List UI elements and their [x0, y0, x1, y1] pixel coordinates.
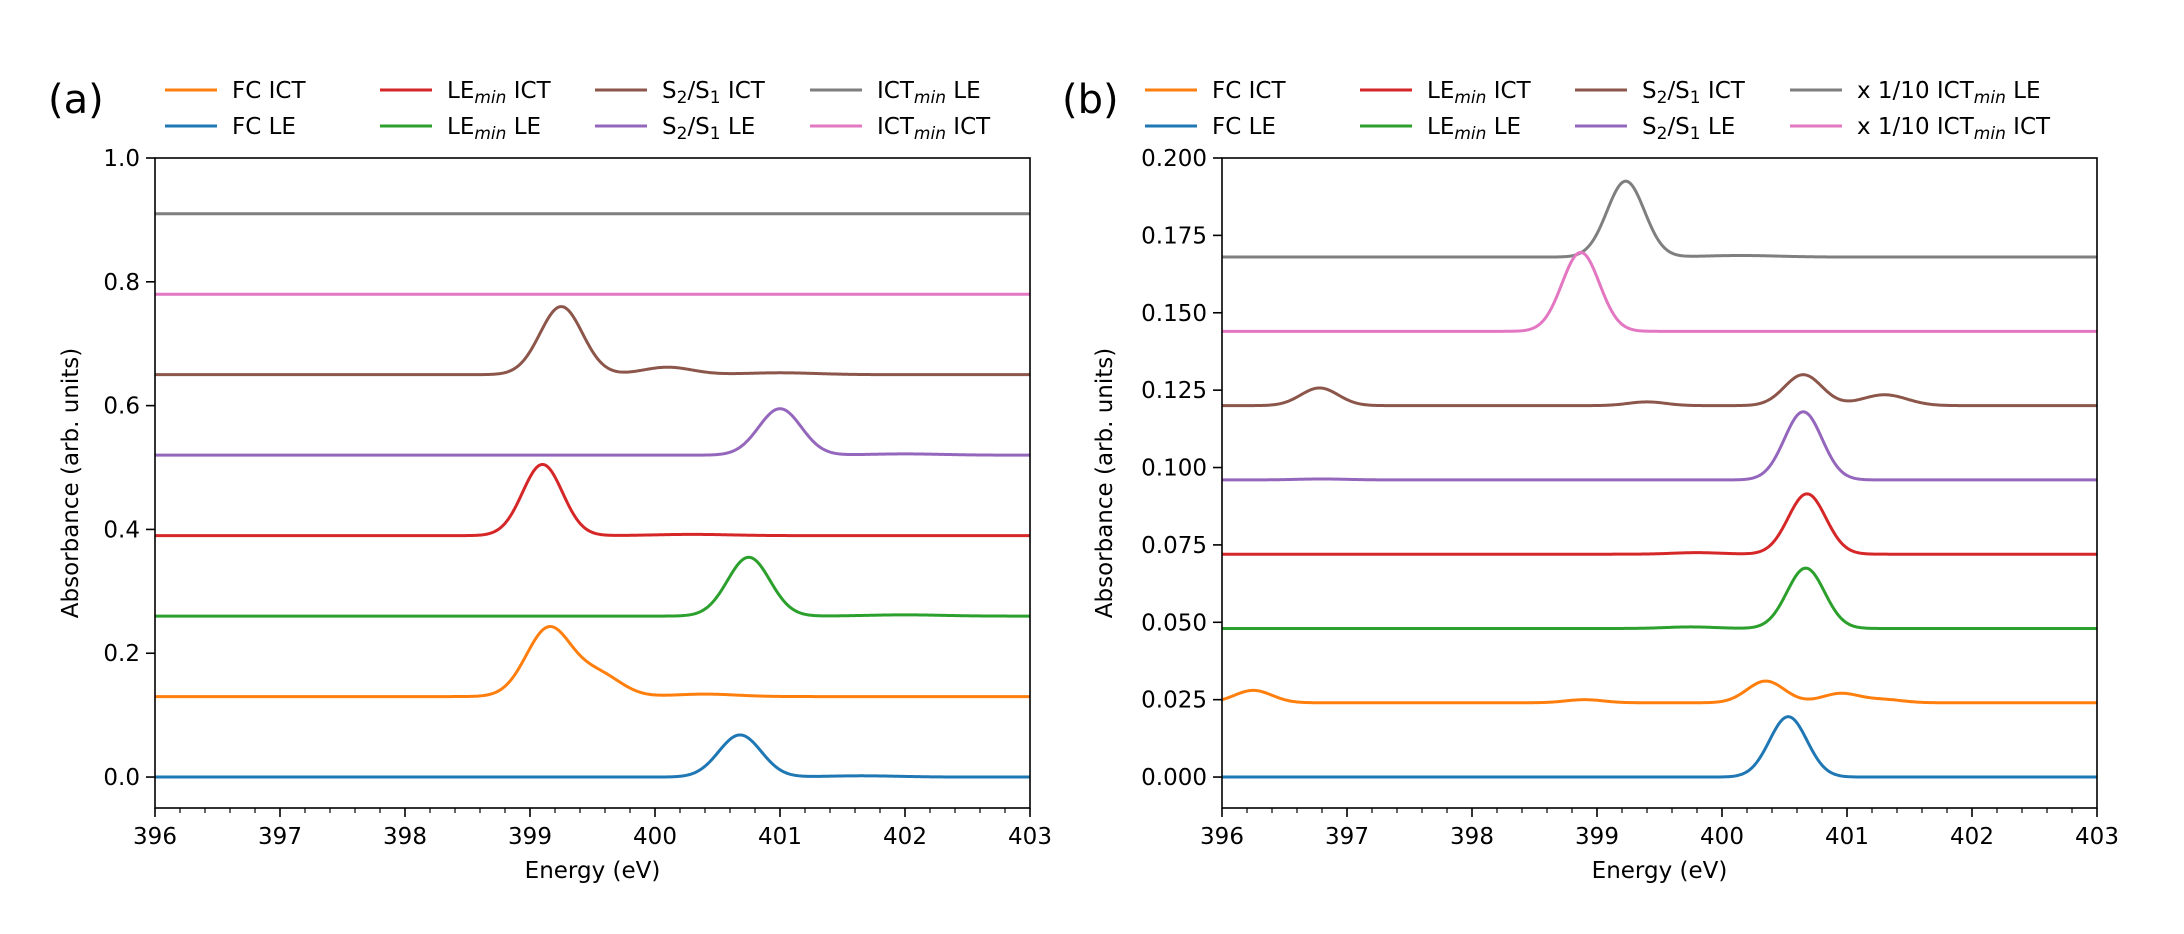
panel-b-legend-label-fc-le: FC LE [1212, 114, 1276, 140]
panel-b-legend-label-s2-s1-ict: S2/S1 ICT [1642, 78, 1746, 108]
panel-a-series-s2-s1-ict [155, 305, 1030, 377]
panel-b-series-s2-s1-ict [1222, 373, 2097, 408]
panel-a-series-fc-le [155, 733, 1030, 779]
panel-b-series-x-1-10-ictmin-le [1222, 179, 2097, 259]
panel-b-series-lemin-ict [1222, 492, 2097, 556]
panel-b-xlabel: Energy (eV) [1592, 858, 1728, 884]
panel-a: 396 397 398 399 400 401 402 403 0.0 0.2 0.4 0.6 0.8 1… [48, 77, 1052, 884]
panel-a-legend-label-lemin-le: LEmin LE [447, 114, 541, 144]
panel-a-xtick-label: 403 [1008, 824, 1052, 850]
panel-a-label: (a) [48, 77, 104, 123]
panel-b-ytick-label: 0.050 [1141, 610, 1207, 636]
panel-b-xtick-label: 400 [1700, 824, 1744, 850]
panel-b-series-s2-s1-le [1222, 410, 2097, 482]
panel-a-ytick-label: 0.8 [103, 270, 140, 296]
panel-b-xtick-label: 402 [1950, 824, 1994, 850]
panel-a-legend-label-fc-ict: FC ICT [232, 78, 306, 104]
panel-b-series-fc-ict [1222, 679, 2097, 705]
panel-b-series-lemin-le [1222, 566, 2097, 630]
panel-b-xtick-label: 401 [1825, 824, 1869, 850]
panel-a-ytick-label: 0.0 [103, 765, 140, 791]
panel-b-ytick-label: 0.175 [1141, 223, 1207, 249]
panel-a-axes-frame [154, 157, 1031, 809]
panel-a-xtick-label: 399 [508, 824, 552, 850]
panel-b-ytick-label: 0.075 [1141, 533, 1207, 559]
panel-b-ytick-label: 0.025 [1141, 688, 1207, 714]
panel-b-legend: FC ICT FC LE LEmin ICT LEmin LE S2/S1 ICT S2/… [1145, 78, 2051, 144]
panel-a-xtick-label: 398 [383, 824, 427, 850]
panel-b: 396 397 398 399 400 401 402 403 0.000 0.025 0.050 0… [1062, 77, 2119, 884]
panel-b-xtick-label: 399 [1575, 824, 1619, 850]
panel-a-xtick-label: 401 [758, 824, 802, 850]
panel-a-series-s2-s1-le [155, 407, 1030, 457]
panel-a-legend-label-s2-s1-le: S2/S1 LE [662, 114, 755, 144]
panel-a-legend-label-s2-s1-ict: S2/S1 ICT [662, 78, 766, 108]
panel-b-ytick-label: 0.200 [1141, 146, 1207, 172]
panel-b-ytick-label: 0.125 [1141, 378, 1207, 404]
panel-b-series-group [1222, 179, 2097, 779]
panel-b-legend-label-lemin-le: LEmin LE [1427, 114, 1521, 144]
panel-b-xtick-label: 397 [1325, 824, 1369, 850]
panel-b-series-x-1-10-ictmin-ict [1222, 250, 2097, 333]
panel-b-legend-label-x-1-10-ictmin-le: x 1/10 ICTmin LE [1857, 78, 2041, 108]
panel-a-ytick-label: 1.0 [103, 146, 140, 172]
panel-b-ytick-label: 0.150 [1141, 301, 1207, 327]
panel-b-xtick-label: 398 [1450, 824, 1494, 850]
panel-a-legend-label-ictmin-ict: ICTmin ICT [877, 114, 991, 144]
panel-b-axes-frame [1221, 157, 2098, 809]
panel-b-xtick-label: 403 [2075, 824, 2119, 850]
panel-a-ylabel: Absorbance (arb. units) [58, 348, 84, 619]
panel-a-ytick-label: 0.4 [103, 517, 140, 543]
panel-a-ytick-label: 0.2 [103, 641, 140, 667]
panel-b-series-fc-le [1222, 715, 2097, 779]
panel-b-label: (b) [1062, 77, 1119, 123]
panel-a-legend-label-fc-le: FC LE [232, 114, 296, 140]
panel-a-xtick-label: 397 [258, 824, 302, 850]
panel-b-xtick-label: 396 [1200, 824, 1244, 850]
panel-a-series-group [155, 212, 1030, 779]
panel-a-legend-label-ictmin-le: ICTmin LE [877, 78, 981, 108]
panel-b-legend-label-s2-s1-le: S2/S1 LE [1642, 114, 1735, 144]
panel-b-legend-label-fc-ict: FC ICT [1212, 78, 1286, 104]
panel-a-series-lemin-le [155, 555, 1030, 618]
panel-a-xtick-label: 396 [133, 824, 177, 850]
panel-b-ytick-label: 0.100 [1141, 456, 1207, 482]
panel-b-legend-label-lemin-ict: LEmin ICT [1427, 78, 1532, 108]
panel-a-legend: FC ICT FC LE LEmin ICT LEmin LE S2/S1 ICT S2/… [165, 78, 991, 144]
panel-b-legend-label-x-1-10-ictmin-ict: x 1/10 ICTmin ICT [1857, 114, 2051, 144]
panel-b-ylabel: Absorbance (arb. units) [1092, 348, 1118, 619]
panel-a-xlabel: Energy (eV) [525, 858, 661, 884]
panel-b-ytick-label: 0.000 [1141, 765, 1207, 791]
panel-a-legend-label-lemin-ict: LEmin ICT [447, 78, 552, 108]
panel-a-series-lemin-ict [155, 462, 1030, 538]
panel-a-xtick-label: 400 [633, 824, 677, 850]
panel-a-xtick-label: 402 [883, 824, 927, 850]
panel-a-ytick-label: 0.6 [103, 394, 140, 420]
panel-a-series-fc-ict [155, 625, 1030, 699]
